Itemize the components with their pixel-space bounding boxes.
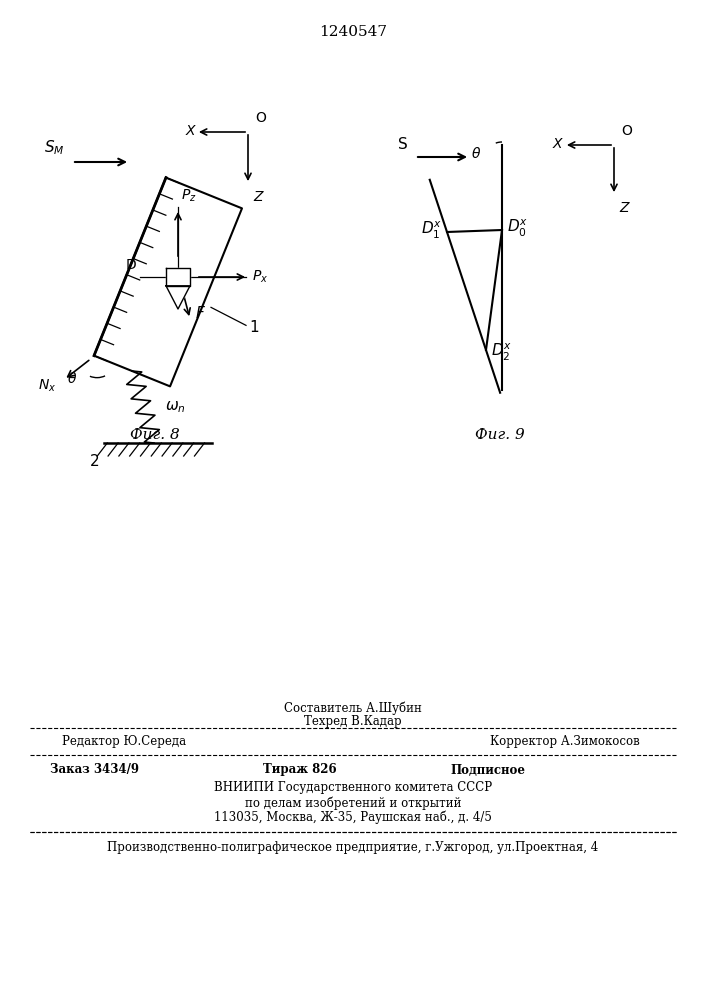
Text: $S_M$: $S_M$ — [45, 138, 65, 157]
Polygon shape — [166, 286, 190, 309]
Text: $\theta$: $\theta$ — [67, 371, 77, 386]
Text: O: O — [255, 111, 266, 125]
Text: Z: Z — [619, 201, 629, 215]
Text: Техред В.Кадар: Техред В.Кадар — [304, 714, 402, 728]
Text: Фиг. 9: Фиг. 9 — [475, 428, 525, 442]
Text: Z: Z — [253, 190, 262, 204]
Text: $D_0^x$: $D_0^x$ — [507, 217, 528, 239]
Text: X: X — [552, 137, 562, 151]
Text: $P_z$: $P_z$ — [181, 188, 197, 204]
Text: Подписное: Подписное — [450, 764, 525, 776]
Text: $\omega_n$: $\omega_n$ — [165, 399, 186, 415]
Text: $D_1^x$: $D_1^x$ — [421, 219, 442, 241]
Text: O: O — [621, 124, 632, 138]
Text: Корректор А.Зимокосов: Корректор А.Зимокосов — [490, 736, 640, 748]
Text: $N_x$: $N_x$ — [37, 377, 56, 394]
Text: $P_x$: $P_x$ — [252, 269, 268, 285]
Text: Редактор Ю.Середа: Редактор Ю.Середа — [62, 736, 186, 748]
Text: Тираж 826: Тираж 826 — [263, 764, 337, 776]
Text: по делам изобретений и открытий: по делам изобретений и открытий — [245, 796, 461, 810]
Text: Составитель А.Шубин: Составитель А.Шубин — [284, 701, 422, 715]
Text: S: S — [398, 137, 408, 152]
Polygon shape — [166, 268, 190, 286]
Text: Производственно-полиграфическое предприятие, г.Ужгород, ул.Проектная, 4: Производственно-полиграфическое предприя… — [107, 840, 599, 854]
Text: D: D — [125, 258, 136, 272]
Text: Заказ 3434/9: Заказ 3434/9 — [50, 764, 139, 776]
Text: $\theta$: $\theta$ — [471, 146, 481, 161]
Text: 113035, Москва, Ж-35, Раушская наб., д. 4/5: 113035, Москва, Ж-35, Раушская наб., д. … — [214, 810, 492, 824]
Text: ВНИИПИ Государственного комитета СССР: ВНИИПИ Государственного комитета СССР — [214, 782, 492, 794]
Text: $D_2^x$: $D_2^x$ — [491, 341, 513, 363]
Text: 1: 1 — [249, 320, 259, 335]
Text: Фиг. 8: Фиг. 8 — [130, 428, 180, 442]
Text: X: X — [185, 124, 194, 138]
Text: F: F — [196, 306, 205, 320]
Text: 1240547: 1240547 — [319, 25, 387, 39]
Text: 2: 2 — [89, 454, 99, 469]
